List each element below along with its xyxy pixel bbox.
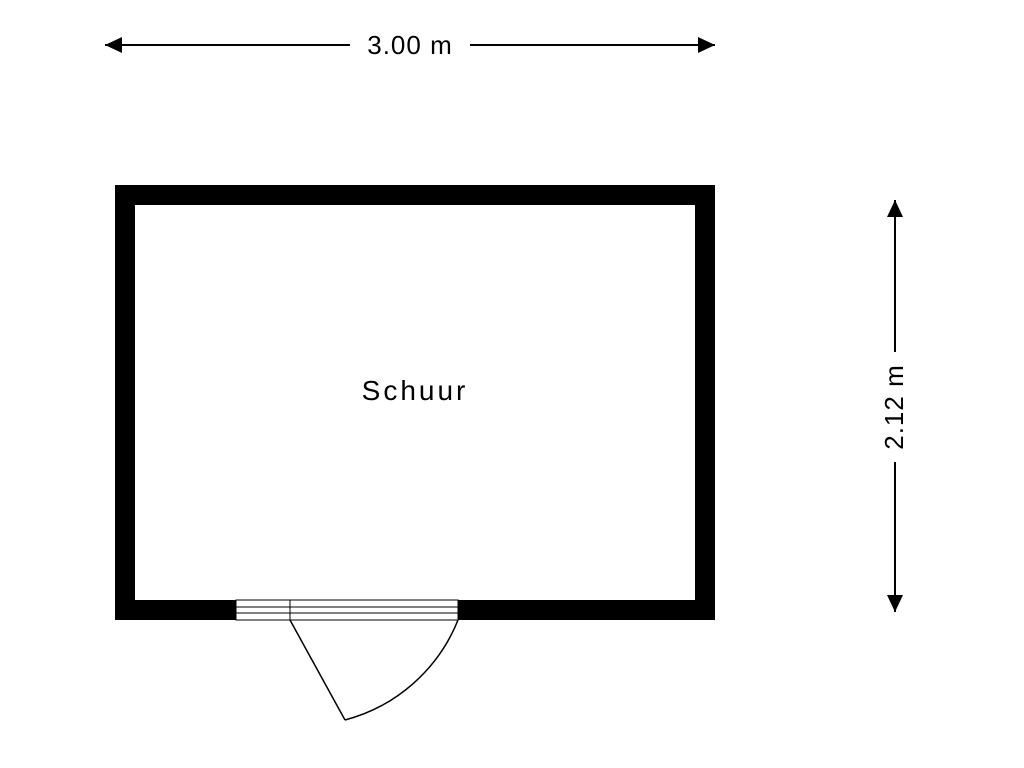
door-assembly — [236, 600, 458, 720]
door-side-panel — [236, 600, 290, 620]
floorplan-canvas: 3.00 m 2.12 m — [0, 0, 1024, 768]
dimension-width-label: 3.00 m — [367, 30, 453, 60]
door-swing — [290, 620, 458, 720]
dimension-height: 2.12 m — [879, 200, 909, 612]
dimension-height-label: 2.12 m — [879, 364, 909, 450]
room-label: Schuur — [362, 375, 469, 406]
dimension-width: 3.00 m — [105, 30, 715, 60]
door-threshold — [290, 600, 458, 620]
